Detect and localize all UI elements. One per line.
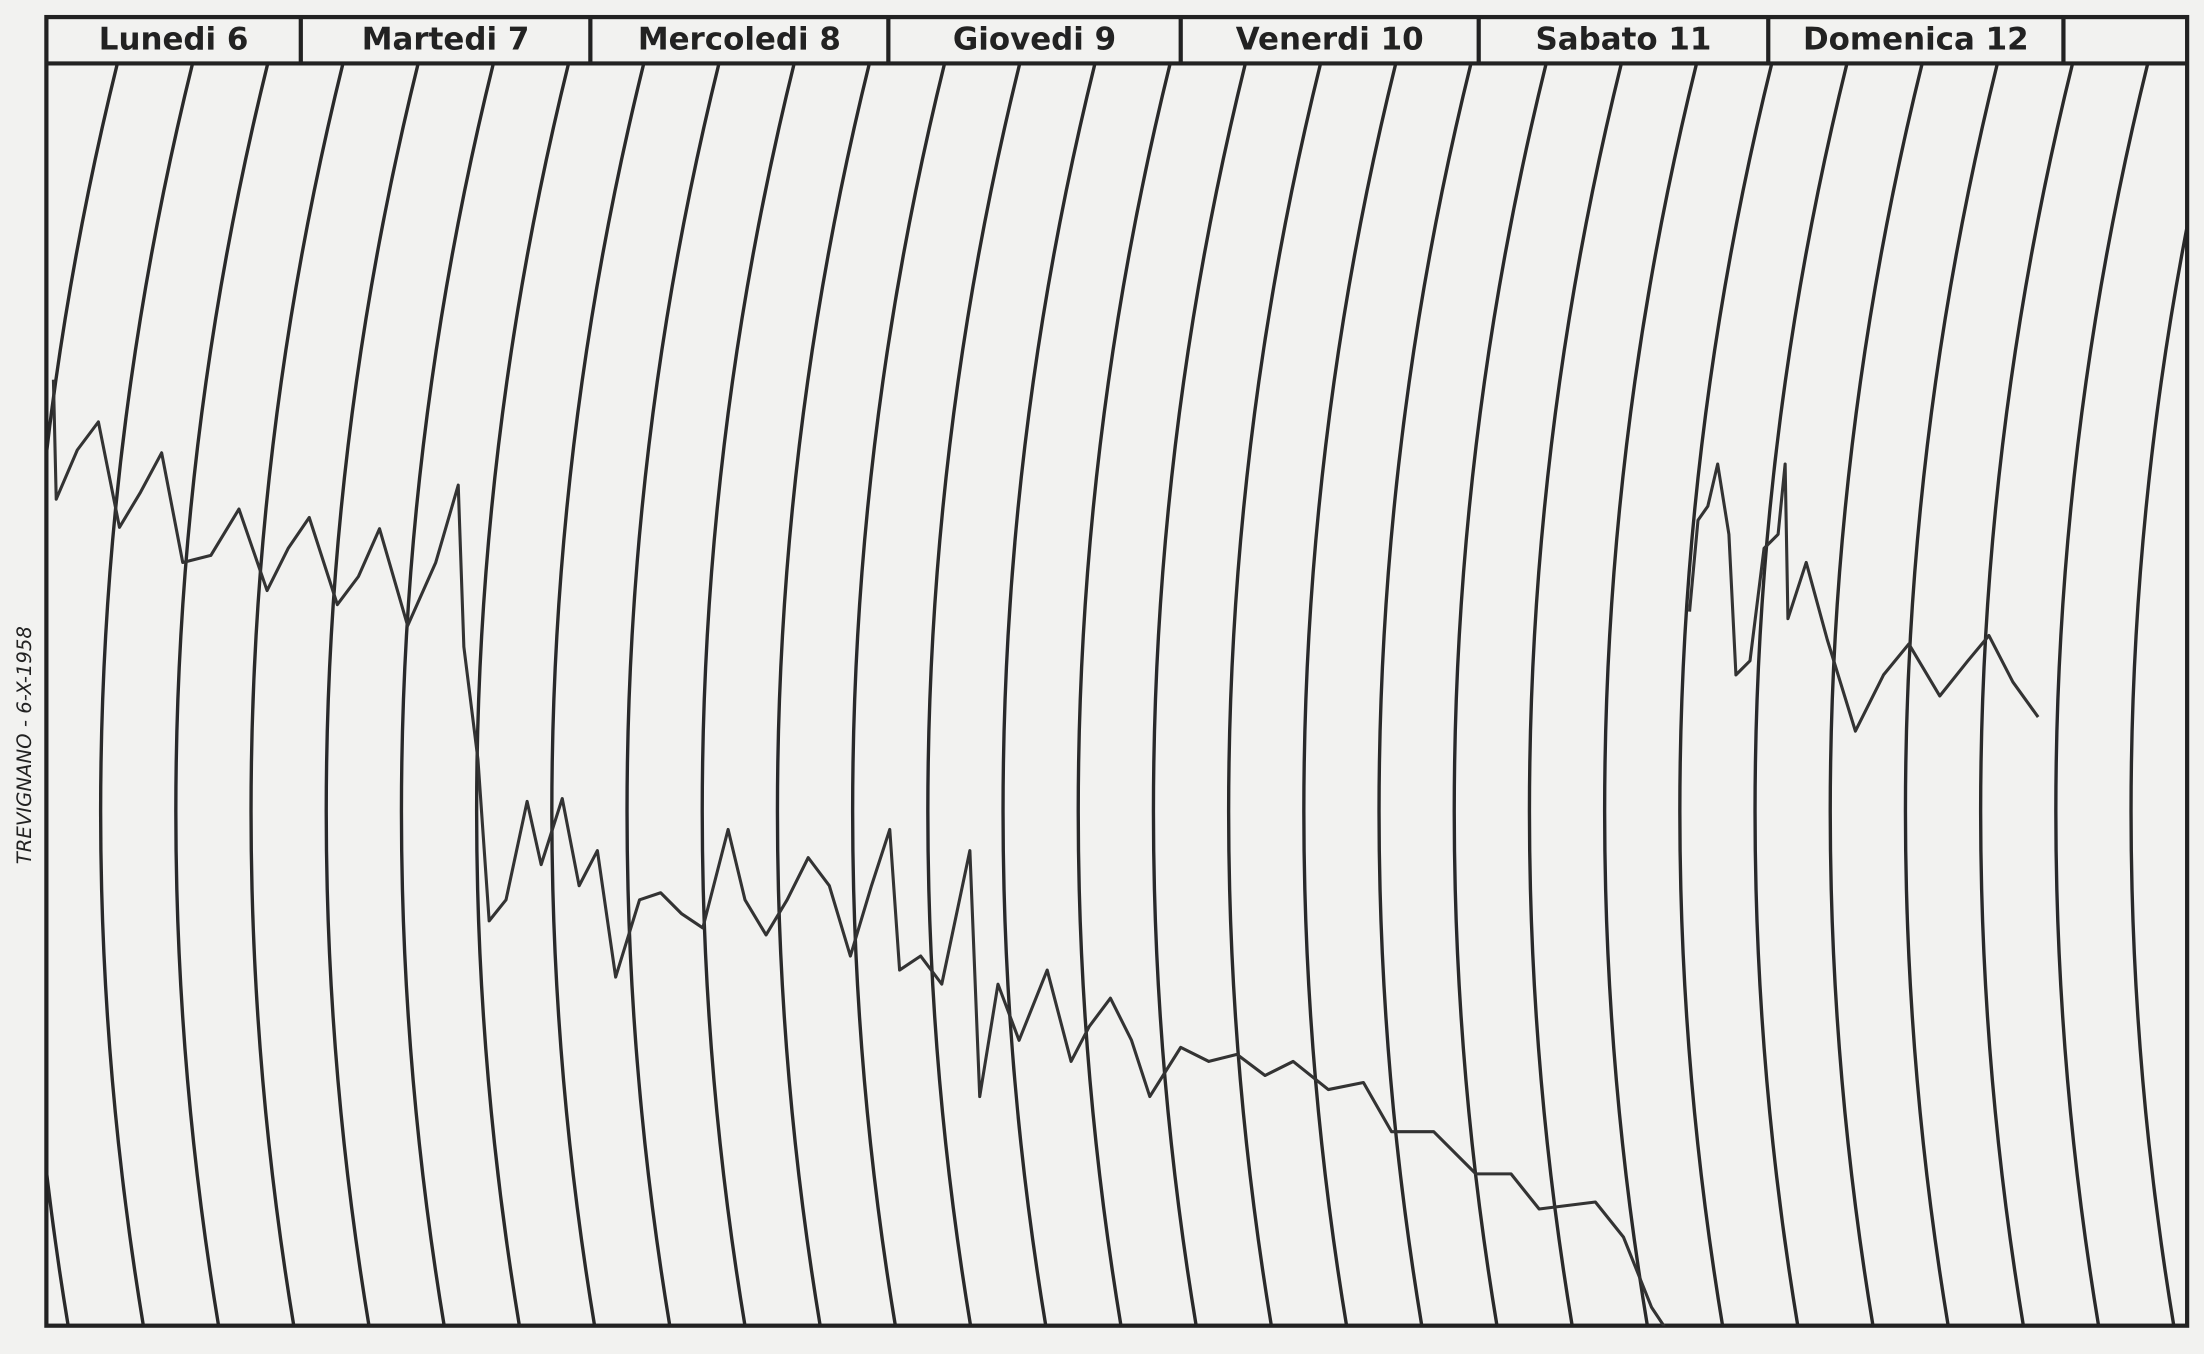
time-arc	[1828, 63, 1924, 1326]
time-arc	[324, 63, 420, 1326]
time-arc	[1001, 63, 1097, 1326]
day-label: Giovedi 9	[953, 21, 1116, 57]
time-arc	[1527, 63, 1624, 1326]
day-label: Sabato 11	[1536, 21, 1712, 57]
time-arc	[98, 63, 195, 1326]
time-arc	[1602, 63, 1699, 1326]
time-arc	[775, 63, 872, 1326]
time-arc	[249, 63, 345, 1326]
day-label: Domenica 12	[1803, 21, 2029, 57]
time-arcs	[46, 63, 2188, 1326]
time-arc	[46, 63, 120, 1326]
pressure-trace	[51, 379, 1666, 1326]
time-arc	[700, 63, 796, 1326]
time-arc	[550, 63, 646, 1326]
time-arc	[1151, 63, 1248, 1326]
day-label: Mercoledi 8	[638, 21, 841, 57]
time-arc	[850, 63, 947, 1326]
time-arc	[1978, 63, 2075, 1326]
time-arc	[1076, 63, 1172, 1326]
time-arc	[399, 63, 496, 1326]
day-label: Lunedi 6	[99, 21, 249, 57]
time-arc	[1753, 63, 1849, 1326]
time-arc	[1903, 63, 2000, 1326]
day-label: Martedi 7	[362, 21, 530, 57]
day-label: Venerdi 10	[1236, 21, 1424, 57]
time-arc	[1302, 63, 1398, 1326]
time-arc	[174, 63, 270, 1326]
time-arc	[2054, 63, 2150, 1326]
time-arc	[625, 63, 721, 1326]
header: Lunedi 6 Martedi 7 Mercoledi 8 Giovedi 9 Ven…	[99, 17, 2066, 64]
time-arc	[1452, 63, 1548, 1326]
time-arc	[1377, 63, 1473, 1326]
time-arc	[1226, 63, 1323, 1326]
time-arc	[926, 63, 1022, 1326]
time-arc	[2129, 217, 2188, 1326]
frame	[44, 14, 2190, 1328]
pressure-trace	[1688, 462, 2040, 733]
time-arc	[474, 63, 571, 1326]
side-note: TREVIGNANO - 6-X-1958	[13, 626, 36, 864]
time-arc	[1678, 63, 1774, 1326]
